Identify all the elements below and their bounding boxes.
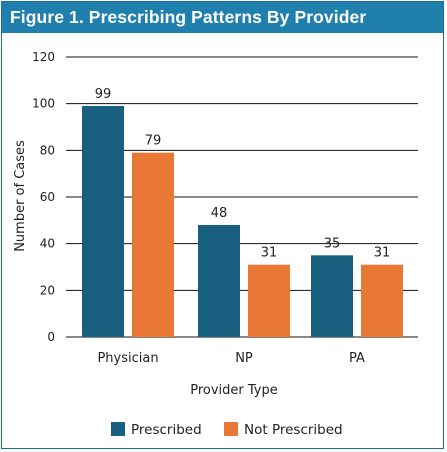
data-label: 99 (95, 87, 112, 102)
y-tick-label: 20 (40, 283, 55, 297)
y-tick-label: 100 (32, 97, 55, 111)
legend-label: Prescribed (131, 422, 202, 438)
y-tick-label: 80 (40, 143, 55, 157)
figure-title: Figure 1. Prescribing Patterns By Provid… (10, 7, 367, 27)
category-label: Physician (97, 351, 158, 366)
bar-not-prescribed-physician (132, 152, 174, 337)
y-tick-label: 60 (40, 190, 55, 204)
bar-not-prescribed-np (248, 264, 290, 337)
y-tick-label: 0 (47, 330, 55, 344)
legend-swatch (224, 422, 238, 436)
legend: Prescribed Not Prescribed (111, 422, 343, 438)
legend-swatch (111, 422, 125, 436)
bar-prescribed-np (198, 225, 240, 337)
bar-prescribed-pa (311, 255, 353, 337)
data-labels: 99 79 48 31 35 31 (95, 87, 391, 261)
bars (82, 106, 403, 337)
category-labels: Physician NP PA (97, 351, 365, 366)
data-label: 31 (261, 246, 278, 261)
y-tick-labels: 0 20 40 60 80 100 120 (32, 50, 55, 344)
x-axis-title: Provider Type (190, 383, 278, 398)
legend-label: Not Prescribed (244, 422, 343, 438)
bar-prescribed-physician (82, 106, 124, 337)
y-axis-title: Number of Cases (13, 140, 28, 252)
bar-not-prescribed-pa (361, 264, 403, 337)
category-label: PA (349, 351, 365, 366)
data-label: 31 (374, 246, 391, 261)
y-tick-label: 120 (32, 50, 55, 64)
data-label: 79 (145, 134, 162, 149)
gridlines (66, 56, 418, 338)
category-label: NP (235, 351, 253, 366)
data-label: 48 (211, 206, 228, 221)
data-label: 35 (324, 236, 341, 251)
title-bar: Figure 1. Prescribing Patterns By Provid… (2, 2, 443, 33)
y-tick-label: 40 (40, 237, 55, 251)
